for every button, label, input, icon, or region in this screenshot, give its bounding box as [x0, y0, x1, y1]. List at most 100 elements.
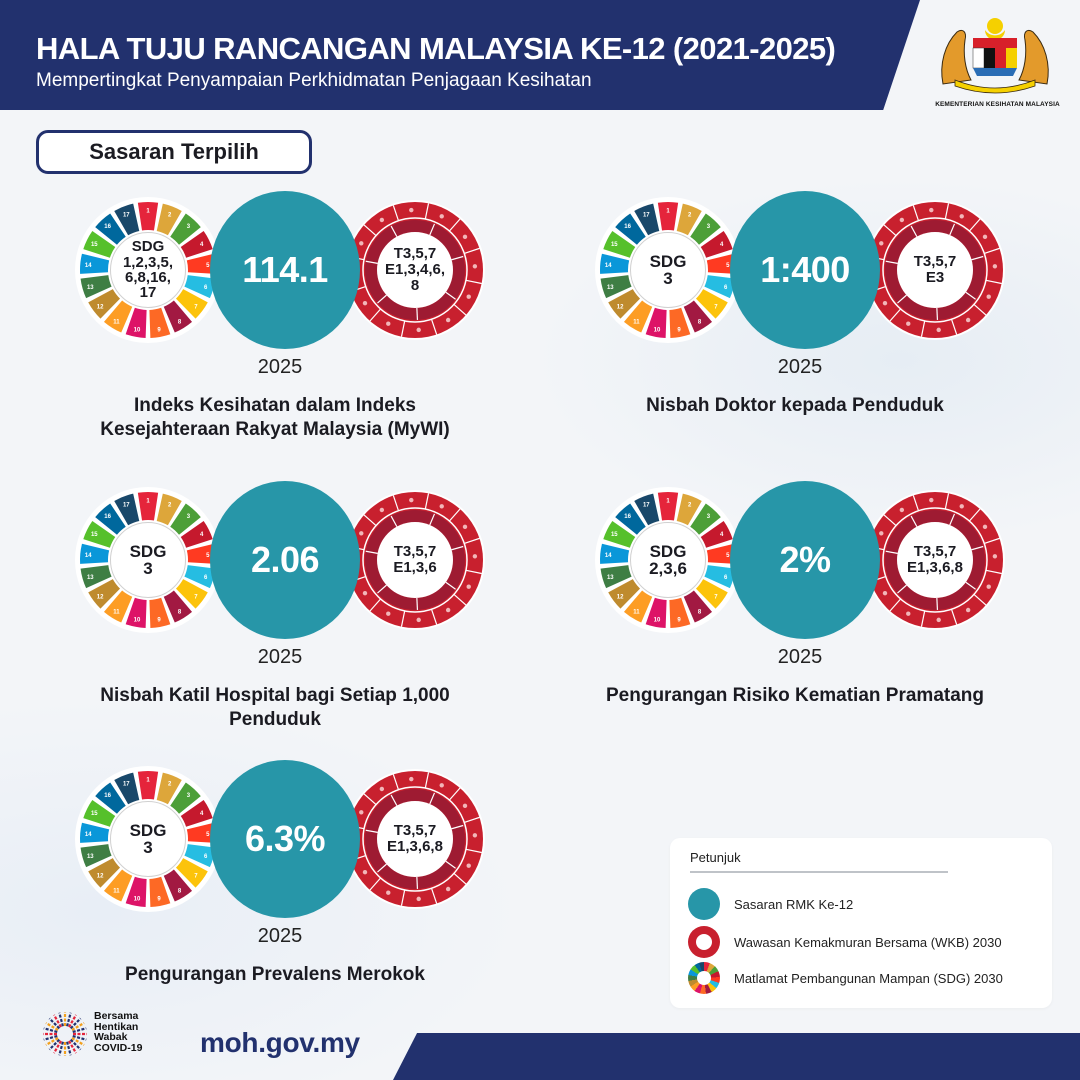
legend-item-sdg: Matlamat Pembangunan Mampan (SDG) 2030 [688, 962, 1003, 994]
svg-text:4: 4 [200, 242, 204, 248]
svg-text:12: 12 [617, 595, 624, 601]
legend-label: Wawasan Kemakmuran Bersama (WKB) 2030 [734, 934, 1002, 950]
svg-text:10: 10 [654, 617, 661, 623]
svg-text:3: 3 [707, 514, 711, 520]
legend-label: Matlamat Pembangunan Mampan (SDG) 2030 [734, 970, 1003, 986]
svg-text:17: 17 [123, 782, 130, 788]
svg-text:15: 15 [91, 532, 98, 538]
svg-text:7: 7 [194, 305, 198, 311]
svg-text:13: 13 [607, 575, 614, 581]
rmk-target-value: 2.06 [210, 481, 360, 639]
svg-text:11: 11 [113, 889, 120, 895]
svg-text:8: 8 [698, 610, 702, 616]
svg-text:6: 6 [204, 575, 208, 581]
svg-text:11: 11 [633, 610, 640, 616]
svg-text:10: 10 [654, 327, 661, 333]
wkb-targets: T3,5,7 E1,3,6,8 [378, 802, 452, 876]
svg-text:16: 16 [624, 224, 631, 230]
sdg-wheel-icon: 1 2 3 4 5 6 7 8 9 10 11 12 13 14 15 16 17 SDG 1,2,3,5, 6… [78, 200, 218, 340]
target-year: 2025 [777, 646, 823, 668]
svg-text:5: 5 [726, 263, 730, 269]
svg-text:3: 3 [187, 793, 191, 799]
svg-text:3: 3 [707, 224, 711, 230]
section-title: Sasaran Terpilih [36, 130, 312, 174]
svg-text:8: 8 [178, 889, 182, 895]
rmk-target-value: 1:400 [730, 191, 880, 349]
svg-text:17: 17 [123, 503, 130, 509]
svg-text:16: 16 [104, 224, 111, 230]
rmk-target-value: 2% [730, 481, 880, 639]
svg-text:10: 10 [134, 617, 141, 623]
svg-text:16: 16 [104, 793, 111, 799]
sdg-goals: SDG 3 [110, 522, 186, 598]
sdg-wheel-icon: 1 2 3 4 5 6 7 8 9 10 11 12 13 14 15 16 17 SDG 3 [598, 200, 738, 340]
rmk-target-value: 6.3% [210, 760, 360, 918]
svg-text:6: 6 [204, 285, 208, 291]
svg-text:2: 2 [688, 213, 692, 219]
target-label: Pengurangan Risiko Kematian Pramatang [606, 685, 984, 706]
sdg-goals: SDG 2,3,6 [630, 522, 706, 598]
svg-text:8: 8 [178, 610, 182, 616]
website-link[interactable]: moh.gov.my [200, 1027, 360, 1058]
svg-text:1: 1 [666, 209, 670, 215]
svg-text:15: 15 [91, 242, 98, 248]
svg-text:5: 5 [206, 553, 210, 559]
svg-text:3: 3 [187, 514, 191, 520]
svg-text:1: 1 [146, 209, 150, 215]
svg-text:12: 12 [97, 305, 104, 311]
wkb-wheel-icon: T3,5,7 E1,3,6,8 [345, 769, 485, 909]
svg-text:7: 7 [194, 595, 198, 601]
page-title: HALA TUJU RANCANGAN MALAYSIA KE-12 (2021… [36, 31, 836, 66]
svg-text:17: 17 [123, 213, 130, 219]
svg-text:3: 3 [187, 224, 191, 230]
legend-item-rmk: Sasaran RMK Ke-12 [688, 888, 853, 920]
target-year: 2025 [257, 356, 303, 378]
svg-text:1: 1 [146, 778, 150, 784]
svg-text:6: 6 [724, 575, 728, 581]
target-label: Pengurangan Prevalens Merokok [125, 964, 425, 985]
wkb-targets: T3,5,7 E1,3,4,6, 8 [378, 233, 452, 307]
svg-text:15: 15 [611, 242, 618, 248]
svg-text:9: 9 [157, 617, 161, 623]
svg-text:8: 8 [698, 320, 702, 326]
sdg-goals: SDG 3 [110, 801, 186, 877]
malaysia-coat-of-arms-icon [941, 18, 1049, 94]
wkb-targets: T3,5,7 E1,3,6,8 [898, 523, 972, 597]
svg-text:13: 13 [87, 854, 94, 860]
svg-text:13: 13 [607, 285, 614, 291]
page-subtitle: Mempertingkat Penyampaian Perkhidmatan P… [36, 70, 592, 91]
svg-text:6: 6 [204, 854, 208, 860]
ministry-name: KEMENTERIAN KESIHATAN MALAYSIA [935, 101, 1060, 108]
svg-text:10: 10 [134, 896, 141, 902]
svg-text:7: 7 [194, 874, 198, 880]
svg-text:2: 2 [688, 503, 692, 509]
svg-text:6: 6 [724, 285, 728, 291]
svg-text:2: 2 [168, 782, 172, 788]
svg-text:4: 4 [200, 532, 204, 538]
svg-text:15: 15 [611, 532, 618, 538]
wkb-wheel-icon: T3,5,7 E1,3,4,6, 8 [345, 200, 485, 340]
svg-text:1: 1 [666, 499, 670, 505]
svg-text:12: 12 [97, 595, 104, 601]
wkb-targets: T3,5,7 E3 [898, 233, 972, 307]
wkb-wheel-icon: T3,5,7 E1,3,6 [345, 490, 485, 630]
svg-text:15: 15 [91, 811, 98, 817]
svg-text:9: 9 [157, 327, 161, 333]
wkb-targets: T3,5,7 E1,3,6 [378, 523, 452, 597]
wkb-wheel-icon: T3,5,7 E1,3,6,8 [865, 490, 1005, 630]
sdg-goals: SDG 3 [630, 232, 706, 308]
legend: Petunjuk Sasaran RMK Ke-12 Wawasan Kemak… [670, 838, 1052, 1008]
covid-campaign-logo-icon [43, 1012, 87, 1056]
svg-text:9: 9 [157, 896, 161, 902]
sdg-wheel-icon [688, 962, 720, 994]
svg-text:5: 5 [206, 832, 210, 838]
target-label: Indeks Kesihatan dalam Indeks Kesejahter… [100, 395, 450, 440]
target-year: 2025 [257, 646, 303, 668]
svg-text:16: 16 [624, 514, 631, 520]
svg-text:2: 2 [168, 503, 172, 509]
target-label: Nisbah Doktor kepada Penduduk [646, 395, 944, 416]
sdg-wheel-icon: 1 2 3 4 5 6 7 8 9 10 11 12 13 14 15 16 17 SDG 3 [78, 490, 218, 630]
svg-text:14: 14 [605, 263, 612, 269]
target-year: 2025 [777, 356, 823, 378]
svg-text:5: 5 [206, 263, 210, 269]
